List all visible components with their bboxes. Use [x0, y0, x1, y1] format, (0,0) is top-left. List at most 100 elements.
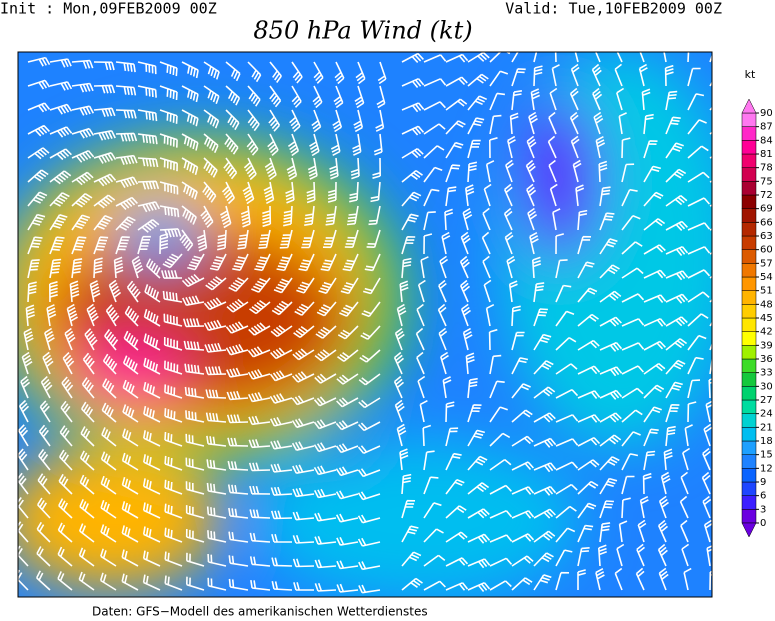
wind-barb	[49, 214, 68, 231]
wind-barb	[264, 157, 277, 181]
wind-barb	[423, 145, 445, 159]
wind-barb	[269, 370, 293, 382]
wind-barb	[621, 163, 635, 183]
wind-barb	[224, 133, 239, 155]
wind-barb	[555, 388, 579, 399]
wind-barb	[137, 133, 158, 145]
colorbar-arrow-bottom	[741, 522, 757, 538]
wind-barb	[181, 273, 205, 288]
wind-barb	[182, 295, 205, 306]
wind-barb	[460, 231, 471, 255]
wind-barb	[315, 325, 337, 339]
wind-barb	[182, 318, 205, 328]
wind-barb	[353, 109, 364, 133]
wind-barb	[115, 176, 139, 189]
wind-barb	[270, 510, 293, 520]
wind-barb	[27, 124, 50, 137]
wind-barb	[377, 61, 387, 85]
wind-barb	[709, 298, 712, 303]
wind-barb	[548, 159, 557, 183]
wind-barb	[467, 95, 488, 111]
wind-barb	[643, 450, 656, 471]
wind-barb	[643, 269, 667, 279]
wind-barb	[207, 553, 227, 567]
wind-barb	[665, 168, 687, 183]
colorbar-segment	[741, 331, 757, 346]
wind-barb	[511, 435, 534, 447]
wind-barb	[657, 543, 668, 567]
colorbar-label: 90	[760, 108, 773, 119]
wind-barb	[122, 404, 139, 423]
wind-barb	[357, 491, 381, 501]
wind-barb	[423, 123, 446, 135]
wind-barb	[71, 127, 95, 139]
colorbar-label: 51	[760, 286, 773, 297]
wind-barb	[225, 343, 249, 356]
wind-barb	[71, 59, 94, 69]
wind-barb	[164, 360, 183, 375]
wind-barb	[313, 396, 337, 407]
wind-barb	[159, 85, 178, 101]
wind-barb	[467, 117, 485, 135]
wind-barb	[247, 346, 271, 358]
wind-barb	[401, 102, 425, 113]
wind-barb	[357, 445, 381, 455]
wind-barb	[401, 52, 424, 63]
wind-barb	[616, 52, 623, 63]
wind-barb	[329, 157, 339, 180]
wind-barb	[335, 420, 359, 431]
wind-barb	[69, 280, 80, 303]
wind-barb	[703, 519, 712, 543]
wind-barb	[577, 436, 601, 447]
wind-barb	[572, 159, 582, 183]
wind-barb	[595, 567, 605, 591]
wind-barb	[247, 85, 261, 107]
colorbar-segment	[741, 276, 757, 291]
wind-barb	[489, 432, 511, 447]
colorbar-segment	[741, 358, 757, 373]
wind-barb	[333, 85, 344, 109]
wind-barb	[467, 73, 489, 87]
wind-barb	[115, 85, 137, 96]
colorbar-label: 75	[760, 176, 773, 187]
wind-barb	[709, 356, 712, 375]
wind-barb	[555, 549, 573, 567]
wind-barb	[337, 349, 359, 362]
wind-barb	[27, 56, 51, 67]
wind-barb	[642, 472, 652, 495]
wind-barb	[159, 109, 178, 124]
wind-barb	[636, 543, 645, 567]
wind-barb	[313, 488, 337, 499]
wind-barb	[37, 473, 51, 495]
wind-barb	[658, 495, 669, 519]
wind-barb	[687, 52, 690, 63]
wind-barb	[271, 581, 293, 591]
colorbar-label: 87	[760, 122, 773, 133]
wind-barb	[445, 76, 468, 87]
wind-barb	[687, 291, 710, 303]
wind-barb	[394, 327, 405, 351]
wind-barb	[163, 336, 183, 351]
wind-barb	[687, 356, 704, 375]
wind-barb	[709, 251, 712, 255]
wind-barb	[680, 471, 689, 495]
wind-barb	[203, 157, 218, 178]
wind-barb	[354, 85, 365, 109]
wind-barb	[483, 183, 492, 207]
wind-barb	[485, 303, 495, 327]
wind-barb	[115, 216, 136, 231]
wind-barb	[183, 340, 205, 351]
wind-barb	[270, 325, 293, 338]
wind-barb	[401, 499, 416, 519]
colorbar-segment	[741, 140, 757, 155]
wind-barb	[489, 92, 506, 111]
wind-barb	[291, 395, 315, 406]
wind-barb	[313, 465, 337, 476]
wind-barb	[684, 424, 693, 447]
wind-barb	[227, 437, 249, 447]
wind-barb	[577, 390, 601, 399]
wind-barb	[445, 186, 457, 207]
colorbar-label: 36	[760, 354, 773, 365]
wind-barb	[159, 228, 182, 238]
wind-barb	[658, 567, 669, 591]
